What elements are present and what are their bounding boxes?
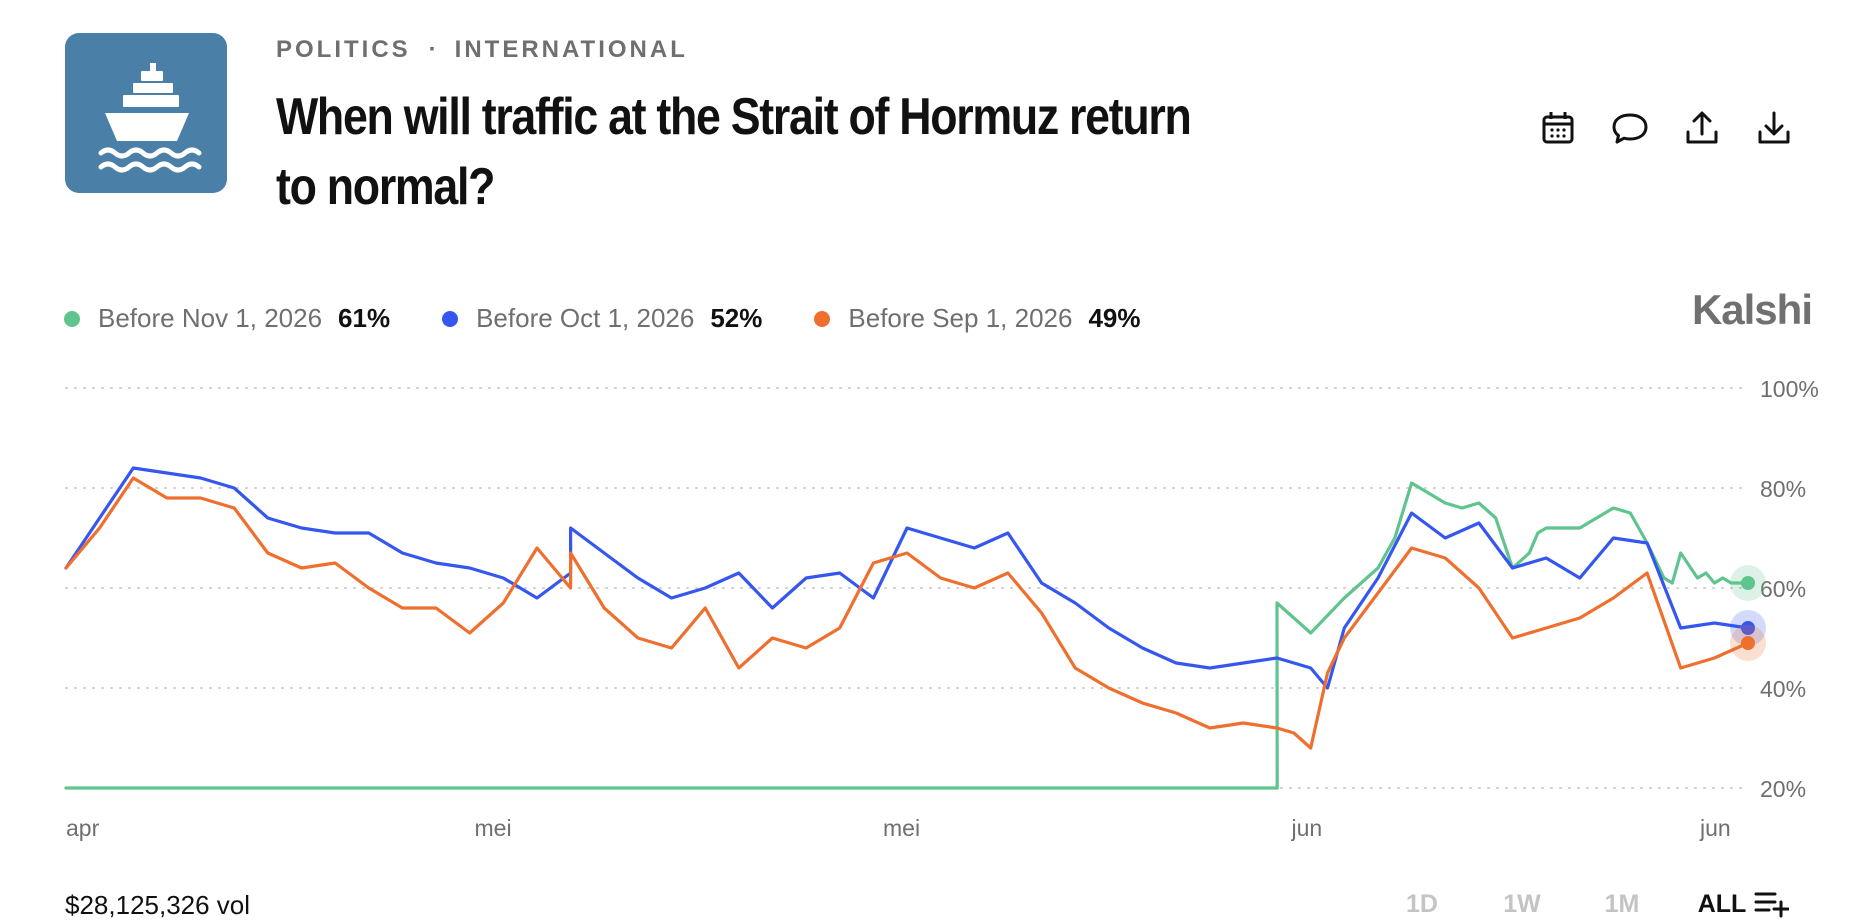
y-tick-label: 100% — [1760, 376, 1819, 402]
range-all[interactable]: ALL — [1697, 890, 1747, 918]
legend-value: 49% — [1088, 303, 1141, 333]
share-icon[interactable] — [1682, 108, 1722, 148]
x-tick-label: jun — [1291, 815, 1323, 841]
download-icon[interactable] — [1754, 108, 1794, 148]
legend-dot — [442, 310, 459, 327]
volume-label: $28,125,326 vol — [65, 890, 251, 920]
probability-line-chart[interactable]: 100% 80% 60% 40% 20% apr mei mei jun jun — [0, 360, 1876, 850]
legend-dot — [64, 310, 80, 327]
legend-value: 52% — [710, 303, 763, 333]
y-tick-label: 80% — [1760, 476, 1806, 502]
legend-item-oct[interactable]: Before Oct 1, 2026 52% — [442, 303, 762, 334]
subcategory-label[interactable]: INTERNATIONAL — [454, 36, 688, 63]
category-label[interactable]: POLITICS — [276, 36, 411, 63]
range-1d[interactable]: 1D — [1406, 890, 1438, 918]
y-tick-label: 20% — [1760, 776, 1806, 802]
breadcrumb-separator: · — [428, 36, 437, 63]
legend-label: Before Oct 1, 2026 — [476, 303, 695, 333]
range-1w[interactable]: 1W — [1503, 890, 1541, 918]
series-end-point — [1741, 576, 1755, 590]
breadcrumb: POLITICS · INTERNATIONAL — [276, 36, 688, 64]
legend-label: Before Sep 1, 2026 — [848, 303, 1073, 333]
y-tick-label: 60% — [1760, 576, 1806, 602]
calendar-icon[interactable] — [1538, 108, 1578, 148]
page-title: When will traffic at the Strait of Hormu… — [276, 88, 1192, 216]
legend-item-nov[interactable]: Before Nov 1, 2026 61% — [64, 303, 390, 334]
market-logo — [65, 33, 227, 193]
x-tick-label: jun — [1699, 815, 1731, 841]
y-tick-label: 40% — [1760, 676, 1806, 702]
series-line-2 — [64, 476, 1750, 750]
kalshi-logo: Kalshi — [1691, 286, 1813, 333]
x-tick-label: apr — [66, 815, 100, 841]
series-end-point — [1741, 621, 1755, 635]
series-end-point — [1741, 636, 1755, 650]
x-tick-label: mei — [883, 815, 920, 841]
series-line-1 — [64, 466, 1750, 690]
series-line-0 — [64, 481, 1750, 790]
chart-legend: Before Nov 1, 2026 61% Before Oct 1, 202… — [64, 303, 1193, 334]
time-range-selector: 1D 1W 1M ALL — [1372, 890, 1772, 919]
legend-item-sep[interactable]: Before Sep 1, 2026 49% — [814, 303, 1141, 334]
comment-icon[interactable] — [1610, 108, 1650, 148]
x-tick-label: mei — [475, 815, 512, 841]
list-add-icon[interactable] — [1753, 888, 1789, 918]
cargo-ship-icon — [105, 63, 189, 141]
legend-value: 61% — [338, 303, 391, 333]
range-1m[interactable]: 1M — [1604, 890, 1640, 918]
legend-label: Before Nov 1, 2026 — [98, 303, 323, 333]
legend-dot — [814, 310, 831, 327]
action-toolbar — [1538, 108, 1794, 148]
